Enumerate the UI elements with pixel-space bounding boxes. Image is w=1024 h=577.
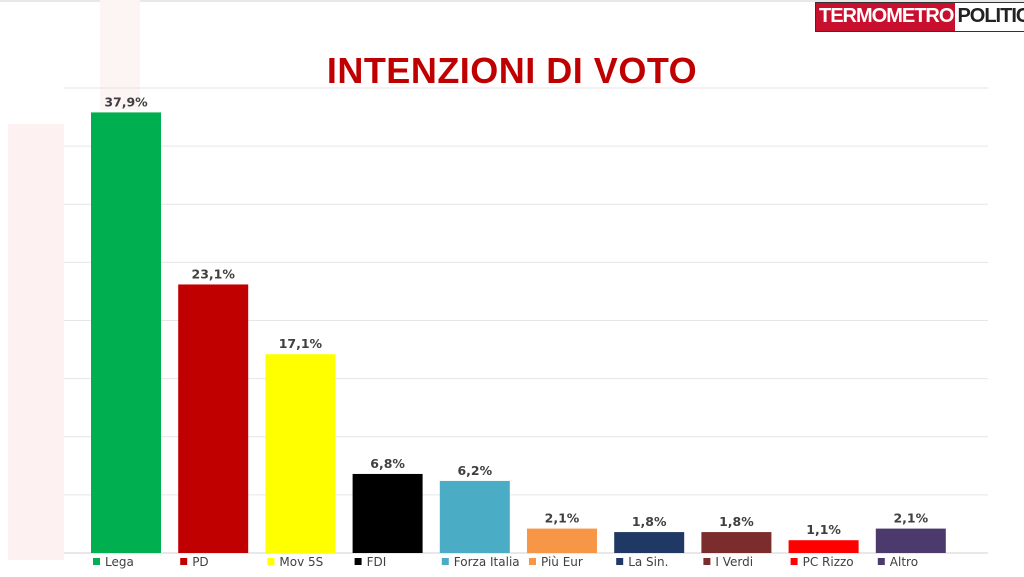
background-decoration-thin [100,0,140,110]
termometro-politico-logo: TERMOMETRO POLITICO [815,2,1024,32]
legend-swatch-2 [267,558,275,565]
legend-label-8: PC Rizzo [803,555,854,569]
data-label-3: 6,8% [370,456,405,471]
data-label-8: 1,1% [806,522,841,537]
bar-3 [352,473,423,553]
bar-2 [265,354,336,553]
bar-4 [439,480,510,553]
bar-9 [875,528,946,553]
legend-swatch-6 [616,558,624,565]
legend-label-1: PD [192,555,208,569]
data-label-2: 17,1% [279,336,323,351]
data-label-1: 23,1% [192,266,236,281]
legend-swatch-0 [93,558,100,565]
bar-7 [701,532,772,553]
legend-swatch-7 [703,558,711,565]
legend-label-2: Mov 5S [279,555,323,569]
legend-label-5: Più Eur [541,555,583,569]
bar-0 [91,112,161,553]
legend-swatch-5 [529,558,536,565]
bar-6 [614,532,685,553]
data-label-6: 1,8% [632,514,667,529]
data-label-9: 2,1% [893,511,928,526]
legend-swatch-9 [877,558,885,565]
top-border [0,0,1024,2]
legend-swatch-3 [354,558,362,565]
legend-label-7: I Verdi [715,555,753,569]
legend-label-9: Altro [890,555,918,569]
legend-swatch-4 [441,558,449,565]
data-label-7: 1,8% [719,514,754,529]
chart-title: INTENZIONI DI VOTO [326,50,698,91]
bar-8 [788,540,859,553]
background-decoration [8,124,64,560]
logo-part-1: TERMOMETRO [816,3,956,31]
data-label-0: 37,9% [104,94,148,109]
legend-label-4: Forza Italia [454,555,520,569]
data-label-4: 6,2% [457,463,492,478]
legend-swatch-1 [180,558,188,565]
bar-1 [178,284,249,553]
legend-label-0: Lega [105,555,134,569]
legend-label-6: La Sin. [628,555,668,569]
legend-swatch-8 [790,558,798,565]
logo-part-2: POLITICO [955,3,1024,31]
data-label-5: 2,1% [545,511,580,526]
bar-5 [527,528,597,553]
legend-label-3: FDI [367,555,387,569]
